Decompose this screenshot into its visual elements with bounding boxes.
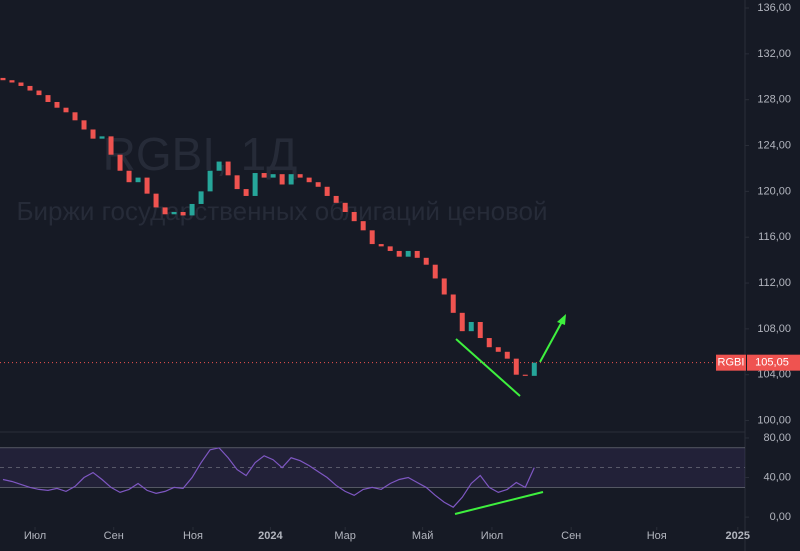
candle-body [405,250,411,257]
y-tick-label: 40,00 [763,471,791,483]
x-tick-label: Май [412,530,434,542]
candle-body [450,294,456,313]
candle-body [270,174,276,178]
candle-body [306,177,312,183]
candle-body [144,177,150,194]
candle-body [261,173,267,178]
candle-body [333,195,339,203]
candle-body [513,358,519,375]
candle-body [198,191,204,204]
y-tick-label: 132,00 [757,48,791,60]
candle-body [90,129,96,139]
price-tag-label: 105,05 [755,357,789,369]
rsi-trend-drawing [454,491,544,515]
candle-body [387,246,393,251]
x-tick-label: 2025 [726,530,750,542]
watermark-subtitle: Биржи государственных облигаций ценовой [16,196,547,226]
candle-body [189,203,195,216]
candle-body [243,189,249,196]
candle-body [297,174,303,178]
candle-body [135,177,141,183]
x-tick-label: Сен [561,530,581,542]
x-tick-label: Июл [481,530,503,542]
y-tick-label: 0,00 [770,511,791,523]
x-tick-label: 2024 [258,530,283,542]
candle-body [36,90,42,96]
price-tag [747,354,800,371]
y-tick-label: 124,00 [757,139,791,151]
candle-body [396,250,402,257]
candle-body [495,347,501,352]
y-tick-label: 80,00 [763,432,791,444]
candle-body [63,107,69,113]
candle-body [351,211,357,222]
candle-body [180,211,186,216]
candle-body [378,244,384,247]
x-tick-label: Мар [334,530,356,542]
candle-body [171,211,177,215]
x-tick-label: Ноя [647,530,667,542]
candle-body [288,174,294,185]
candle-body [468,321,474,332]
arrow-head [557,314,566,325]
candle-body [207,170,213,192]
series-tag [716,354,746,371]
y-tick-label: 136,00 [757,2,791,14]
candle-body [531,362,537,376]
candle-body [9,80,15,83]
y-tick-label: 112,00 [758,277,791,289]
candle-body [324,186,330,196]
candle-body [108,136,114,155]
candle-body [486,338,492,348]
arrow-drawing [539,317,565,363]
candle-body [414,250,420,258]
candle-body [81,120,87,130]
candle-body [369,230,375,245]
candle-body [153,193,159,208]
candle-body [279,174,285,185]
candle-body [423,257,429,265]
x-tick-label: Ноя [183,530,203,542]
candle-body [162,207,168,215]
candle-body [234,175,240,190]
candle-body [216,161,222,171]
candle-body [18,82,24,86]
y-tick-label: 104,00 [757,369,791,381]
candle-body [54,101,60,108]
candle-body [99,136,105,139]
candle-body [225,161,231,176]
y-tick-label: 108,00 [757,323,791,335]
y-tick-label: 116,00 [758,231,791,243]
candle-body [459,312,465,332]
y-tick-label: 128,00 [757,94,791,106]
y-tick-label: 100,00 [757,414,791,426]
candle-body [477,321,483,339]
rsi-band [0,447,745,488]
candle-body [0,77,6,81]
candle-body [315,182,321,187]
series-name: RGBI [718,357,745,369]
y-tick-label: 120,00 [757,185,791,197]
candle-body [342,202,348,212]
x-tick-label: Сен [104,530,124,542]
candle-body [522,374,528,376]
candle-body [441,278,447,295]
candle-body [27,85,33,91]
rsi-line [2,447,535,508]
candle-body [252,173,258,196]
x-tick-label: Июл [24,530,46,542]
candle-body [432,264,438,279]
candle-body [360,221,366,231]
watermark-title: RGBI, 1Д [103,128,298,180]
trend-drawing [455,338,521,397]
candle-body [126,170,132,183]
candle-body [72,112,78,121]
candle-body [117,154,123,171]
candle-body [504,351,510,359]
candle-body [45,95,51,102]
